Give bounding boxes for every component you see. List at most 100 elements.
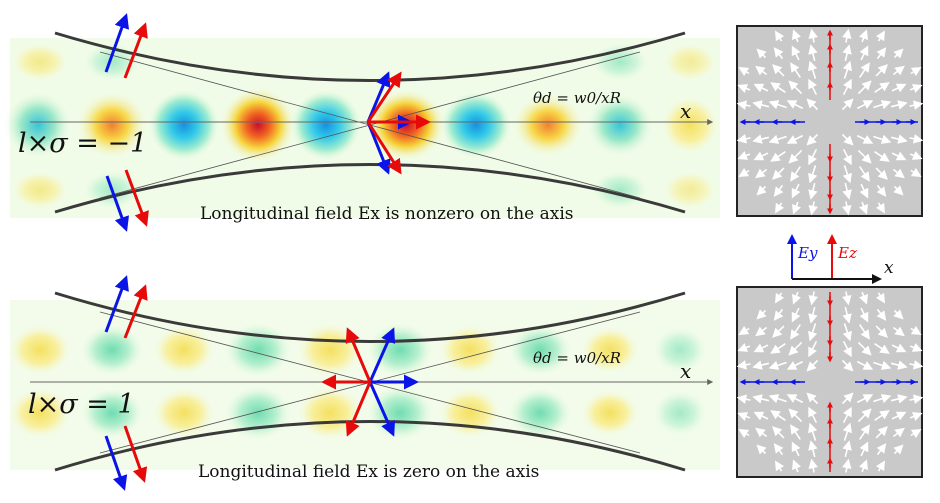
bottom-left-lower-red-arrow xyxy=(123,425,148,483)
field-vector xyxy=(874,82,890,93)
field-vector xyxy=(874,410,890,421)
field-vector xyxy=(768,360,787,370)
field-vector xyxy=(752,360,770,370)
field-vector xyxy=(890,100,908,110)
top-caption: Longitudinal field Ex is nonzero on the … xyxy=(200,204,574,224)
field-vector xyxy=(841,98,854,111)
field-vector xyxy=(890,394,908,404)
field-vector xyxy=(859,183,869,199)
field-vector xyxy=(808,440,818,458)
field-vector xyxy=(790,166,801,182)
field-vector xyxy=(857,80,872,95)
bottom-formula: l×σ = 1 xyxy=(28,389,135,420)
field-vector xyxy=(842,201,852,216)
field-vector xyxy=(856,134,874,144)
field-vector xyxy=(788,149,803,164)
field-vector xyxy=(790,62,801,78)
field-vector xyxy=(770,410,786,421)
field-vector xyxy=(806,359,819,372)
field-vector xyxy=(890,134,908,144)
bottom-left-lower-blue-arrow xyxy=(104,435,128,491)
field-vector xyxy=(768,134,787,144)
field-vector xyxy=(753,343,769,353)
top-left-upper-red-arrow xyxy=(123,22,148,79)
field-vector xyxy=(909,394,924,404)
bottom-map-vector-field xyxy=(736,291,924,473)
top-x-axis-label: x xyxy=(680,99,691,123)
field-vector xyxy=(808,201,818,216)
field-vector xyxy=(858,29,868,43)
field-vector xyxy=(875,167,888,180)
field-vector xyxy=(736,100,751,110)
field-vector xyxy=(859,45,869,61)
bottom-beam-panel: x θd = w0/xR l×σ = 1 Longitudinal field … xyxy=(8,275,720,491)
field-vector xyxy=(892,427,905,438)
field-vector xyxy=(755,427,768,438)
field-vector xyxy=(910,325,922,335)
field-vector xyxy=(775,460,785,472)
field-vector xyxy=(842,440,852,458)
field-vector xyxy=(772,426,785,439)
field-vector xyxy=(770,82,786,93)
top-beam-lower-edge xyxy=(54,163,686,214)
field-vector xyxy=(856,394,874,404)
field-vector xyxy=(842,422,852,441)
field-vector xyxy=(792,291,802,305)
field-vector xyxy=(909,412,923,422)
field-vector xyxy=(808,458,818,473)
field-vector xyxy=(808,306,818,324)
field-vector xyxy=(842,291,852,306)
top-beam-upper-edge xyxy=(54,31,686,82)
field-vector xyxy=(808,182,818,200)
field-vector xyxy=(842,458,852,473)
field-vector xyxy=(875,64,888,77)
field-vector xyxy=(773,184,784,197)
field-vector xyxy=(752,134,770,144)
field-vector xyxy=(792,29,802,43)
field-vector xyxy=(775,30,785,42)
top-left-lower-red-arrow xyxy=(124,169,149,227)
field-vector xyxy=(790,324,801,340)
field-vector xyxy=(786,100,804,110)
field-vector xyxy=(873,360,892,370)
field-vector xyxy=(792,201,802,215)
field-vector xyxy=(893,48,904,59)
field-vector xyxy=(806,133,819,146)
field-vector xyxy=(891,343,907,353)
top-map-vector-field xyxy=(736,28,924,216)
field-vector xyxy=(773,47,784,60)
field-vector xyxy=(788,80,803,95)
field-vector xyxy=(808,60,818,79)
axes-legend: Ey Ez x xyxy=(787,234,894,284)
field-vector xyxy=(791,183,801,199)
field-vector xyxy=(808,406,818,424)
field-vector xyxy=(808,28,818,43)
field-vector xyxy=(792,459,802,473)
field-vector xyxy=(738,429,750,439)
field-vector xyxy=(859,424,870,440)
field-vector xyxy=(768,100,787,110)
field-vector xyxy=(909,360,924,370)
top-transverse-field-map xyxy=(736,25,924,217)
field-vector xyxy=(875,292,885,304)
field-vector xyxy=(873,100,892,110)
field-vector xyxy=(909,100,924,110)
field-vector xyxy=(873,394,892,404)
field-vector xyxy=(770,151,786,162)
field-vector xyxy=(910,429,922,439)
top-center-vectors xyxy=(366,71,431,175)
field-vector xyxy=(875,325,888,338)
field-vector xyxy=(874,151,890,162)
field-vector xyxy=(910,67,922,77)
bottom-field-pattern xyxy=(8,322,708,441)
field-vector xyxy=(755,168,768,179)
field-vector xyxy=(893,444,904,455)
field-vector xyxy=(842,165,852,184)
field-vector xyxy=(788,341,803,356)
field-vector xyxy=(842,28,852,43)
bottom-left-upper-blue-arrow xyxy=(104,275,129,333)
field-vector xyxy=(737,342,751,352)
field-vector xyxy=(756,309,767,320)
field-vector xyxy=(859,307,869,323)
